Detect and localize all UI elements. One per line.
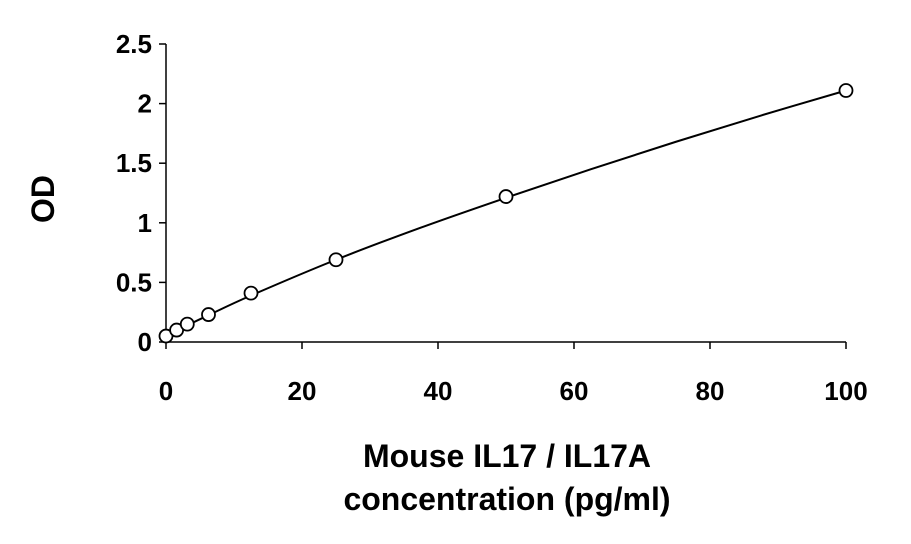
y-ticks: 0 0.5 1 1.5 2 2.5	[116, 29, 166, 357]
x-tick-label: 0	[159, 376, 173, 406]
x-tick-label: 20	[288, 376, 317, 406]
data-point	[179, 316, 195, 332]
data-point	[498, 189, 514, 204]
axes: 0 0.5 1 1.5 2 2.5 0 20 40 60 80 100	[116, 29, 868, 406]
x-tick-label: 80	[696, 376, 725, 406]
data-point	[243, 285, 259, 301]
data-point	[838, 83, 854, 98]
y-tick-label: 0	[138, 327, 152, 357]
x-axis-title-line-2: concentration (pg/ml)	[343, 481, 670, 517]
x-tick-label: 100	[824, 376, 867, 406]
y-tick-label: 1	[138, 208, 152, 238]
y-tick-label: 2.5	[116, 29, 152, 59]
x-ticks: 0 20 40 60 80 100	[159, 342, 868, 406]
x-tick-label: 60	[560, 376, 589, 406]
x-axis-title-line-1: Mouse IL17 / IL17A	[363, 438, 651, 474]
fit-curve-group	[165, 89, 847, 337]
x-tick-label: 40	[424, 376, 453, 406]
y-tick-label: 1.5	[116, 148, 152, 178]
data-point	[328, 252, 344, 268]
y-tick-label: 0.5	[116, 267, 152, 297]
fit-curve-line	[165, 89, 847, 337]
data-point	[201, 307, 216, 322]
data-points	[158, 83, 854, 344]
y-tick-label: 2	[138, 89, 152, 119]
y-axis-title: OD	[25, 175, 61, 223]
